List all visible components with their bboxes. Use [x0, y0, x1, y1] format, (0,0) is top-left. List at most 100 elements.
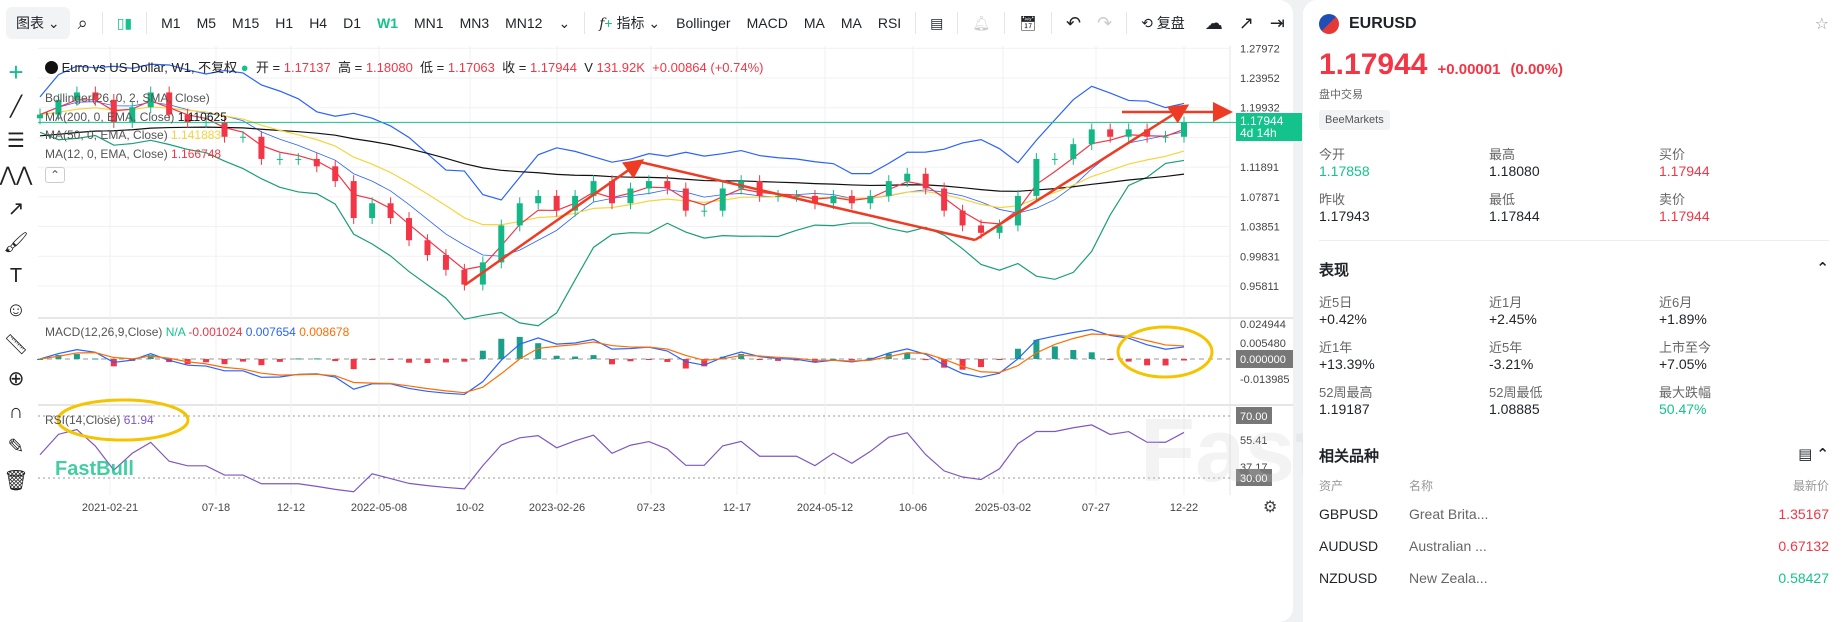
layout-icon[interactable]: ▤	[930, 14, 944, 31]
ruler-icon[interactable]: 📏︎	[3, 333, 29, 356]
collapse-chevron-icon[interactable]: ⌃	[1816, 446, 1829, 463]
alert-bell-icon[interactable]: 🔔︎	[972, 14, 991, 31]
timeframe-w1[interactable]: W1	[377, 15, 398, 31]
date-tick: 12-17	[723, 502, 751, 514]
pattern-icon[interactable]: ⋀⋀	[0, 163, 33, 186]
macd-hist-bar	[1070, 350, 1077, 359]
macd-line	[39, 328, 1185, 396]
indicators-button[interactable]: f+ 指标 ⌄	[599, 15, 661, 32]
current-price-label: 1.17944 4d 14h	[1236, 113, 1302, 141]
search-icon[interactable]: ⌕	[77, 12, 88, 33]
performance-item-label: 52周最低	[1489, 385, 1543, 400]
timeframe-h4[interactable]: H4	[309, 15, 328, 31]
candle	[904, 173, 911, 182]
trend-arrow-drawing[interactable]	[974, 104, 1190, 242]
macd-hist-bar	[738, 353, 745, 359]
trendline-icon[interactable]: ╱	[9, 95, 23, 118]
text-icon[interactable]: T	[9, 264, 23, 287]
ma200-value: 1.110625	[177, 110, 227, 124]
macd-hist-bar	[369, 359, 376, 361]
fastbull-logo: FastBull	[55, 458, 134, 480]
quick-indicator-ma[interactable]: MA	[840, 15, 862, 31]
quick-indicator-bollinger[interactable]: Bollinger	[676, 15, 731, 31]
date-tick: 12-22	[1170, 502, 1198, 514]
favorite-star-icon[interactable]: ☆	[1814, 16, 1829, 33]
ma50-legend[interactable]: MA(50, 0, EMA, Close) 1.141883	[45, 128, 221, 142]
related-row[interactable]: AUDUSD Australian ... 0.67132	[1319, 530, 1829, 562]
macd-hist-bar	[147, 355, 154, 359]
delete-icon[interactable]: 🗑︎	[3, 469, 29, 492]
ma200-legend[interactable]: MA(200, 0, EMA, Close) 1.110625	[45, 110, 227, 124]
divider	[146, 12, 148, 34]
lock-drawings-icon[interactable]: ✎	[7, 435, 25, 458]
macd-hist-bar	[313, 358, 320, 360]
macd-hist-bar	[572, 356, 579, 359]
magnet-icon[interactable]: ∩	[8, 400, 24, 423]
date-tick: 07-23	[637, 502, 665, 514]
col-asset: 资产	[1319, 478, 1344, 493]
related-row[interactable]: GBPUSD Great Brita... 1.35167	[1319, 498, 1829, 530]
quick-indicator-rsi[interactable]: RSI	[877, 15, 902, 31]
zoom-in-icon[interactable]: ⊕	[7, 367, 25, 390]
performance-item-label: 52周最高	[1319, 385, 1373, 400]
bollinger-label: Bollinger(26, 0, 2, SMA, Close)	[45, 91, 210, 105]
emoji-icon[interactable]: ☺	[5, 298, 27, 321]
price-chart[interactable]: 1.27972 1.23952 1.19932 1.11891 1.07871 1.038…	[0, 0, 1293, 622]
macd-hist-value: -0.001024	[188, 325, 243, 339]
divider	[1004, 12, 1006, 34]
brush-icon[interactable]: 🖌︎	[3, 231, 29, 254]
collapse-chevron-icon[interactable]: ⌃	[1816, 260, 1829, 277]
collapse-legend-button[interactable]: ⌃	[45, 167, 66, 183]
bollinger-legend[interactable]: Bollinger(26, 0, 2, SMA, Close)	[45, 91, 210, 105]
crosshair-icon[interactable]: +	[8, 56, 24, 87]
timeframe-m5[interactable]: M5	[196, 15, 217, 31]
list-icon[interactable]: ▤	[1798, 446, 1813, 463]
timeframe-mn1[interactable]: MN1	[414, 15, 444, 31]
trend-arrow-drawing[interactable]	[639, 160, 976, 242]
timeframe-h1[interactable]: H1	[275, 15, 294, 31]
undo-icon[interactable]: ↶	[1065, 12, 1082, 33]
collapse-panel-icon[interactable]: ⇥	[1269, 12, 1285, 33]
macd-hist-bar	[1033, 339, 1040, 359]
timeframe-mn12[interactable]: MN12	[505, 15, 543, 31]
trend-arrow-drawing[interactable]	[464, 159, 645, 287]
calendar-icon[interactable]: 📅︎	[1019, 14, 1037, 31]
quick-indicator-ma[interactable]: MA	[803, 15, 825, 31]
candle	[719, 188, 726, 211]
fib-lines-icon[interactable]: ☰	[7, 129, 25, 152]
chart-settings-icon[interactable]: ⚙	[1263, 499, 1278, 516]
macd-legend[interactable]: MACD(12,26,9,Close) N/A -0.001024 0.0076…	[45, 325, 349, 339]
close-value: 1.17944	[529, 60, 577, 75]
macd-hist-bar	[1107, 359, 1114, 361]
rsi-legend[interactable]: RSI(14,Close) 61.94	[45, 413, 154, 427]
volume-value: 131.92K	[596, 60, 645, 75]
timeframe-d1[interactable]: D1	[343, 15, 361, 31]
candle	[369, 203, 376, 219]
date-tick: 10-02	[456, 502, 484, 514]
projection-icon[interactable]: ↗	[7, 197, 25, 220]
highlight-ellipse-drawing[interactable]	[1116, 325, 1214, 379]
ma12-legend[interactable]: MA(12, 0, EMA, Close) 1.166748	[45, 147, 221, 161]
date-tick: 07-18	[202, 502, 230, 514]
low-label: 低 =	[420, 60, 445, 75]
redo-icon[interactable]: ↷	[1097, 12, 1113, 33]
timeframe-mn3[interactable]: MN3	[459, 15, 490, 31]
candle	[1144, 129, 1151, 137]
performance-item-label: 近1年	[1319, 340, 1353, 355]
quote-item-value: 1.17943	[1319, 208, 1370, 224]
performance-item: 近1年 +13.39%	[1319, 337, 1489, 372]
candlestick-type-icon[interactable]: ▯▮	[116, 14, 133, 31]
candle	[406, 218, 413, 241]
chevron-down-icon[interactable]: ⌄	[558, 14, 571, 31]
cloud-sync-icon[interactable]: ☁	[1204, 12, 1223, 33]
timeframe-m15[interactable]: M15	[232, 15, 260, 31]
date-tick: 2021-02-21	[82, 502, 138, 514]
highlight-ellipse-drawing[interactable]	[56, 398, 190, 442]
share-icon[interactable]: ↗	[1238, 12, 1254, 33]
timeframe-m1[interactable]: M1	[161, 15, 181, 31]
price-tick: 0.99831	[1240, 251, 1280, 263]
related-row[interactable]: NZDUSD New Zeala... 0.58427	[1319, 562, 1829, 594]
replay-button[interactable]: ⟲ 复盘	[1141, 15, 1185, 31]
chart-menu-button[interactable]: 图表 ⌄	[6, 7, 70, 39]
quick-indicator-macd[interactable]: MACD	[746, 15, 788, 31]
